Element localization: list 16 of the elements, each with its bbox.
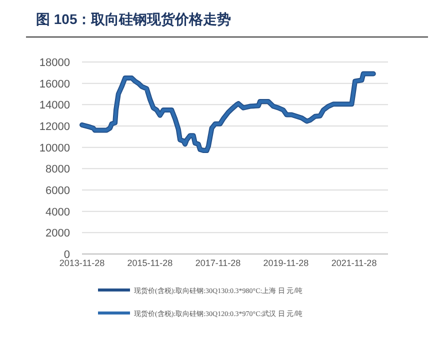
- y-tick-label: 16000: [39, 78, 70, 90]
- y-tick-label: 12000: [39, 121, 70, 133]
- y-tick-label: 0: [64, 249, 70, 261]
- chart-title: 图 105：取向硅钢现货价格走势: [36, 11, 232, 27]
- y-tick-label: 14000: [39, 100, 70, 112]
- x-tick-label: 2021-11-28: [331, 258, 377, 268]
- x-tick-label: 2019-11-28: [263, 258, 309, 268]
- y-tick-label: 10000: [39, 142, 70, 154]
- y-tick-label: 4000: [46, 206, 70, 218]
- x-tick-label: 2017-11-28: [195, 258, 241, 268]
- y-tick-label: 6000: [46, 185, 70, 197]
- y-tick-label: 2000: [46, 228, 70, 240]
- y-tick-label: 8000: [46, 164, 70, 176]
- x-tick-label: 2015-11-28: [127, 258, 173, 268]
- x-tick-label: 2013-11-28: [59, 258, 105, 268]
- y-tick-label: 18000: [39, 57, 70, 69]
